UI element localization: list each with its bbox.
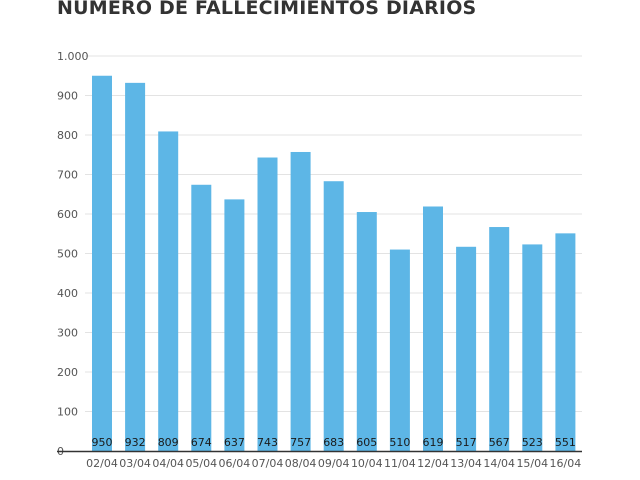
bar (456, 246, 477, 451)
bar-data-label: 551 (555, 436, 576, 449)
bar-data-label: 809 (158, 436, 179, 449)
bar (224, 199, 245, 451)
bar (522, 244, 543, 451)
bar (489, 227, 510, 451)
bar-data-label: 674 (191, 436, 212, 449)
bar (423, 206, 443, 451)
x-tick-label: 15/04 (516, 457, 548, 470)
chart-title: NÚMERO DE FALLECIMIENTOS DIARIOS (57, 0, 477, 19)
x-tick-label: 03/04 (119, 457, 151, 470)
y-tick-label: 500 (57, 248, 78, 261)
bars (92, 75, 576, 452)
bar-data-label: 517 (456, 436, 477, 449)
bar-data-label: 683 (323, 436, 344, 449)
bar-data-label: 637 (224, 436, 245, 449)
bar-data-label: 510 (389, 436, 410, 449)
y-tick-label: 100 (57, 406, 78, 419)
x-tick-label: 08/04 (285, 457, 317, 470)
y-tick-label: 1.000 (57, 50, 89, 63)
y-tick-label: 300 (57, 327, 78, 340)
bar-data-label: 950 (92, 436, 113, 449)
x-tick-label: 16/04 (550, 457, 582, 470)
x-tick-label: 14/04 (483, 457, 515, 470)
x-tick-label: 06/04 (219, 457, 251, 470)
x-tick-label: 12/04 (417, 457, 449, 470)
bar-data-label: 605 (356, 436, 377, 449)
x-tick-label: 04/04 (152, 457, 184, 470)
y-tick-label: 400 (57, 287, 78, 300)
x-tick-label: 05/04 (185, 457, 217, 470)
bar (356, 212, 377, 451)
bar (555, 233, 576, 451)
x-tick-label: 09/04 (318, 457, 350, 470)
bar (191, 184, 212, 451)
bar-data-label: 743 (257, 436, 278, 449)
bar (290, 151, 311, 452)
bar-data-label: 757 (290, 436, 311, 449)
y-tick-label: 600 (57, 208, 78, 221)
bar-data-label: 523 (522, 436, 543, 449)
x-tick-label: 13/04 (450, 457, 482, 470)
x-tick-label: 02/04 (86, 457, 118, 470)
x-tick-label: 07/04 (252, 457, 284, 470)
y-tick-label: 700 (57, 169, 78, 182)
x-axis-ticks: 02/04 03/04 04/04 05/04 06/04 07/04 08/04 09/04… (86, 457, 581, 470)
bar (257, 157, 278, 451)
y-tick-label: 900 (57, 90, 78, 103)
bar (125, 82, 146, 452)
bar-data-label: 619 (423, 436, 444, 449)
y-tick-label: 800 (57, 129, 78, 142)
bar (158, 131, 179, 451)
bar-data-label: 567 (489, 436, 510, 449)
x-tick-label: 11/04 (384, 457, 416, 470)
bar (323, 181, 344, 451)
data-labels: 950 932 809 674 637 743 757 683 605 510 619 517 567 5… (92, 436, 576, 449)
y-tick-label: 200 (57, 366, 78, 379)
bar (92, 75, 112, 451)
x-tick-label: 10/04 (351, 457, 383, 470)
bar-data-label: 932 (125, 436, 146, 449)
bar (389, 249, 410, 451)
